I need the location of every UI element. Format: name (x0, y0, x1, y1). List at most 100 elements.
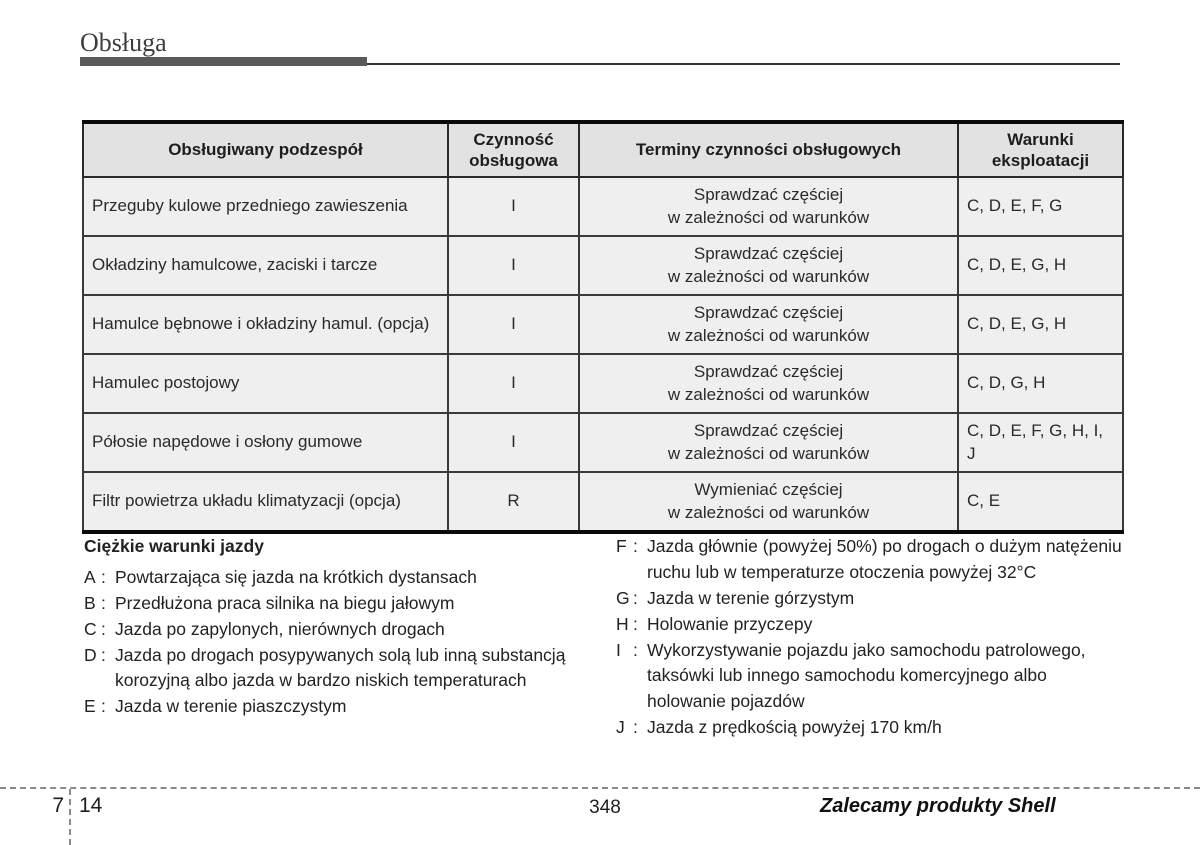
interval-line-1: Sprawdzać częściej (693, 420, 844, 440)
legend-item: E: Jazda w terenie piaszczystym (84, 694, 592, 720)
legend-text: Holowanie przyczepy (647, 613, 813, 634)
conditions-cell: C, D, E, F, G, H, I, J (957, 412, 1124, 473)
interval-cell: Sprawdzać częściej w zależności od warunk… (578, 235, 959, 296)
conditions-cell: C, D, E, G, H (957, 294, 1124, 355)
legend-letter: D (84, 644, 97, 665)
column-header-action: Czynność obsługowa (447, 121, 580, 178)
header-rule-thin-line (367, 63, 1120, 65)
footer-dashed-line (0, 787, 1200, 789)
legend-text: Jazda głównie (powyżej 50%) po drogach o… (647, 536, 1122, 582)
legend-left-column: Ciężkie warunki jazdy A: Powtarzająca się… (84, 534, 592, 741)
legend-text: Przedłużona praca silnika na biegu jałow… (115, 592, 455, 613)
legend-item: C: Jazda po zapylonych, nierównych drogac… (84, 617, 592, 643)
table-row: Hamulce bębnowe i okładziny hamul. (opcj… (82, 294, 1124, 355)
legend-text: Jazda w terenie górzystym (647, 587, 855, 608)
legend-item: I: Wykorzystywanie pojazdu jako samochodu… (616, 638, 1122, 716)
conditions-cell: C, D, E, G, H (957, 235, 1124, 296)
legend-colon: : (633, 536, 638, 556)
legend-colon: : (101, 644, 106, 665)
legend-title: Ciężkie warunki jazdy (84, 536, 264, 556)
legend-colon: : (633, 717, 638, 738)
footer-slogan: Zalecamy produkty Shell (820, 795, 1056, 817)
legend-colon: : (633, 613, 638, 634)
interval-cell: Sprawdzać częściej w zależności od warunk… (578, 176, 959, 237)
component-cell: Hamulce bębnowe i okładziny hamul. (opcj… (82, 294, 449, 355)
table-row: Hamulec postojowy I Sprawdzać częściej w za… (82, 353, 1124, 414)
table-row: Okładziny hamulcowe, zaciski i tarcze I Sp… (82, 235, 1124, 296)
legend-colon: : (101, 592, 106, 613)
interval-line-1: Wymieniać częściej (694, 479, 843, 499)
legend-letter: G (616, 587, 630, 608)
legend-letter: A (84, 566, 96, 587)
component-cell: Hamulec postojowy (82, 353, 449, 414)
legend-text: Jazda z prędkością powyżej 170 km/h (647, 717, 942, 738)
table-row: Półosie napędowe i osłony gumowe I Sprawdz… (82, 412, 1124, 473)
legend-text: Jazda po drogach posypywanych solą lub i… (115, 644, 566, 691)
table-row: Filtr powietrza układu klimatyzacji (opc… (82, 471, 1124, 533)
legend-letter: B (84, 592, 96, 613)
action-code-cell: I (447, 176, 580, 237)
interval-line-2: w zależności od warunków (667, 266, 870, 286)
chapter-page-number: 14 (79, 794, 103, 817)
action-code-cell: I (447, 412, 580, 473)
component-cell: Półosie napędowe i osłony gumowe (82, 412, 449, 473)
interval-cell: Sprawdzać częściej w zależności od warunk… (578, 412, 959, 473)
chapter-number: 7 (52, 794, 64, 817)
legend-text: Powtarzająca się jazda na krótkich dysta… (115, 566, 477, 587)
severe-conditions-legend: Ciężkie warunki jazdy A: Powtarzająca się… (84, 534, 1122, 741)
legend-letter: J (616, 717, 625, 738)
legend-item: B: Przedłużona praca silnika na biegu jał… (84, 591, 592, 617)
interval-line-2: w zależności od warunków (667, 325, 870, 345)
legend-text: Wykorzystywanie pojazdu jako samochodu p… (647, 639, 1086, 712)
page-title: Obsługa (80, 28, 167, 57)
legend-text: Jazda po zapylonych, nierównych drogach (115, 618, 445, 639)
action-code-cell: R (447, 471, 580, 533)
column-header-component: Obsługiwany podzespół (82, 121, 449, 178)
legend-item: J: Jazda z prędkością powyżej 170 km/h (616, 715, 1122, 741)
interval-cell: Sprawdzać częściej w zależności od warunk… (578, 294, 959, 355)
conditions-cell: C, D, E, F, G (957, 176, 1124, 237)
legend-item: A: Powtarzająca się jazda na krótkich dys… (84, 565, 592, 591)
interval-line-1: Sprawdzać częściej (693, 184, 844, 204)
component-cell: Filtr powietrza układu klimatyzacji (opc… (82, 471, 449, 533)
page-number: 348 (589, 797, 621, 818)
legend-item: F: Jazda głównie (powyżej 50%) po drogach… (616, 534, 1122, 586)
interval-cell: Wymieniać częściej w zależności od warunk… (578, 471, 959, 533)
interval-line-2: w zależności od warunków (667, 502, 870, 522)
legend-colon: : (633, 587, 638, 608)
interval-line-1: Sprawdzać częściej (693, 243, 844, 263)
interval-cell: Sprawdzać częściej w zależności od warunk… (578, 353, 959, 414)
column-header-interval: Terminy czynności obsługowych (578, 121, 959, 178)
header-rule-thick-bar (80, 57, 367, 66)
action-code-cell: I (447, 353, 580, 414)
legend-letter: C (84, 618, 97, 639)
legend-colon: : (633, 639, 638, 660)
legend-item: H: Holowanie przyczepy (616, 612, 1122, 638)
legend-colon: : (101, 696, 106, 717)
conditions-cell: C, D, G, H (957, 353, 1124, 414)
interval-line-2: w zależności od warunków (667, 384, 870, 404)
legend-colon: : (101, 618, 106, 639)
legend-letter: H (616, 613, 629, 634)
interval-line-1: Sprawdzać częściej (693, 302, 844, 322)
table-header-row: Obsługiwany podzespół Czynność obsługowa… (82, 121, 1124, 178)
legend-letter: E (84, 696, 96, 717)
maintenance-table: Obsługiwany podzespół Czynność obsługowa… (82, 120, 1124, 534)
footer-dashed-divider (69, 789, 71, 845)
conditions-cell: C, E (957, 471, 1124, 533)
legend-item: G: Jazda w terenie górzystym (616, 586, 1122, 612)
action-code-cell: I (447, 235, 580, 296)
component-cell: Okładziny hamulcowe, zaciski i tarcze (82, 235, 449, 296)
legend-letter: I (616, 639, 621, 660)
table-row: Przeguby kulowe przedniego zawieszenia I S… (82, 176, 1124, 237)
legend-letter: F (616, 536, 627, 556)
component-cell: Przeguby kulowe przedniego zawieszenia (82, 176, 449, 237)
legend-item: D: Jazda po drogach posypywanych solą lub… (84, 643, 592, 695)
action-code-cell: I (447, 294, 580, 355)
interval-line-1: Sprawdzać częściej (693, 361, 844, 381)
header-rule (80, 57, 1120, 67)
legend-text: Jazda w terenie piaszczystym (115, 696, 347, 717)
interval-line-2: w zależności od warunków (667, 207, 870, 227)
interval-line-2: w zależności od warunków (667, 443, 870, 463)
